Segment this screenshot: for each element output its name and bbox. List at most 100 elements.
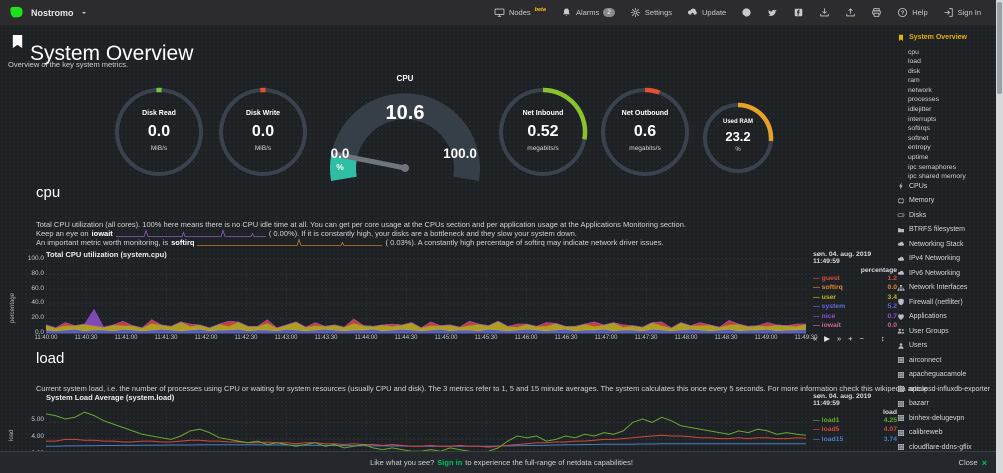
gauge-disk-write[interactable]: Disk Write 0.0 MiB/s	[217, 86, 309, 178]
nav-help[interactable]: ? Help	[897, 7, 928, 18]
gauge-value: 0.6	[633, 123, 657, 140]
sidebar-item-disks[interactable]: Disks	[897, 212, 996, 220]
legend-value: 3.74	[883, 435, 897, 443]
sidebar-item-label: idlejitter	[908, 106, 932, 114]
sidebar-item-firewall-netfilter-[interactable]: Firewall (netfilter)	[897, 299, 996, 307]
text: Keep an eye on	[36, 229, 89, 238]
legend-row-load5[interactable]: — load5 4.07	[813, 425, 897, 434]
sidebar-item-ipv6-networking[interactable]: IPv6 Networking	[897, 270, 996, 278]
nav-github[interactable]	[741, 7, 752, 18]
nav-twitter[interactable]	[767, 7, 778, 18]
nav-nodes[interactable]: Nodes beta	[494, 7, 546, 18]
text: ( 0.00%). If it is constantly high, your…	[268, 229, 577, 238]
sidebar-item-apacheguacamole[interactable]: apacheguacamole	[897, 371, 996, 379]
sidebar-item-applications[interactable]: Applications	[897, 313, 996, 321]
disk-write-ring	[219, 87, 307, 176]
sidebar-item-ram[interactable]: ram	[908, 77, 996, 84]
legend-name: — nice	[813, 312, 836, 320]
legend-name: — softirq	[813, 284, 843, 292]
legend-row-user[interactable]: — user 3.4	[813, 293, 897, 302]
node-switcher[interactable]: Nostromo	[8, 6, 88, 20]
sidebar-item-entropy[interactable]: entropy	[908, 144, 996, 151]
sidebar-item-processes[interactable]: processes	[908, 96, 996, 103]
legend-row-load1[interactable]: — load1 4.25	[813, 416, 897, 425]
sidebar-item-disk[interactable]: disk	[908, 68, 996, 75]
sidebar-item-system-overview[interactable]: System Overview	[897, 34, 996, 42]
nav-download[interactable]	[819, 7, 830, 18]
gauge-net-inbound[interactable]: Net Inbound 0.52 megabits/s	[497, 86, 589, 178]
forward-icon[interactable]: »	[836, 334, 842, 343]
zoom-out-icon[interactable]: −	[859, 334, 864, 343]
sidebar-item-label: disk	[908, 67, 921, 75]
sidebar-item-apcupsd-influxdb-exporter[interactable]: apcupsd-influxdb-exporter	[897, 386, 996, 394]
sidebar-item-network-interfaces[interactable]: Network Interfaces	[897, 284, 996, 292]
nav-update[interactable]: Update	[687, 7, 726, 18]
x-axis-tick: 11:48:00	[674, 335, 698, 341]
page-scrollbar[interactable]	[996, 0, 1003, 473]
sidebar-item-cpu[interactable]: cpu	[908, 49, 996, 56]
sidebar-item-ipc-semaphores[interactable]: ipc semaphores	[908, 164, 996, 171]
sidebar-item-softnet[interactable]: softnet	[908, 135, 996, 142]
sidebar-item-airconnect[interactable]: airconnect	[897, 357, 996, 365]
sidebar-item-uptime[interactable]: uptime	[908, 154, 996, 161]
cpu-chart-plot[interactable]	[46, 258, 806, 334]
nav-sign-in[interactable]: Sign In	[943, 7, 981, 18]
legend-name: — load1	[813, 417, 840, 424]
hdd-icon	[897, 213, 905, 218]
memory-icon	[897, 197, 905, 204]
legend-row-nice[interactable]: — nice 0.7	[813, 312, 897, 321]
signin-link[interactable]: Sign in	[437, 458, 463, 467]
sidebar-item-label: CPUs	[909, 182, 928, 190]
legend-name: — guest	[813, 275, 840, 282]
legend-row-system[interactable]: — system 5.2	[813, 302, 897, 311]
nav-alarms[interactable]: Alarms 2	[561, 7, 615, 18]
scrollbar-thumb[interactable]	[997, 2, 1002, 94]
legend-row-iowait[interactable]: — iowait 0.0	[813, 321, 897, 330]
nav-upload[interactable]	[845, 7, 856, 18]
sidebar-item-idlejitter[interactable]: idlejitter	[908, 106, 996, 113]
sidebar-item-networking-stack[interactable]: Networking Stack	[897, 241, 996, 249]
chart-date: søn. 04. aug. 2019	[813, 251, 872, 258]
hostname: Nostromo	[31, 7, 74, 18]
x-axis-tick: 11:41:00	[114, 335, 138, 341]
legend-row-softirq[interactable]: — softirq 0.0	[813, 283, 897, 292]
signin-icon	[943, 8, 953, 17]
load-chart-legend: søn. 04. aug. 2019 11:49:59 load — load1 4.2…	[813, 393, 897, 444]
resize-icon[interactable]: ↕	[880, 334, 885, 343]
sidebar-item-memory[interactable]: Memory	[897, 197, 996, 205]
sidebar-item-label: airconnect	[909, 356, 942, 364]
legend-row-guest[interactable]: — guest 1.2	[813, 274, 897, 283]
legend-value: 0.0	[887, 322, 897, 330]
gauge-used-ram[interactable]: Used RAM 23.2 %	[701, 101, 775, 175]
play-icon[interactable]: ▶	[824, 334, 830, 343]
zoom-in-icon[interactable]: +	[848, 334, 853, 343]
sidebar-item-cpus[interactable]: CPUs	[897, 182, 996, 191]
backward-icon[interactable]: «	[813, 334, 818, 343]
sidebar-item-ipc-shared-memory[interactable]: ipc shared memory	[908, 173, 996, 180]
gauge-cpu[interactable]: CPU 10.6 0.0 100.0 %	[320, 74, 490, 184]
nav-settings[interactable]: Settings	[630, 7, 672, 18]
cpu-chart-toolbar: « ▶ » + − ↕	[813, 334, 885, 343]
sidebar-item-btrfs-filesystem[interactable]: BTRFS filesystem	[897, 226, 996, 234]
sidebar-item-users[interactable]: Users	[897, 342, 996, 350]
close-banner-button[interactable]: Close ×	[959, 458, 987, 468]
gauge-net-outbound[interactable]: Net Outbound 0.6 megabits/s	[599, 86, 691, 178]
sidebar-item-user-groups[interactable]: User Groups	[897, 328, 996, 336]
sidebar-item-bazarr[interactable]: bazarr	[897, 400, 996, 408]
nav-facebook[interactable]	[793, 7, 804, 18]
gear-icon	[630, 7, 641, 18]
sidebar-item-ipv4-networking[interactable]: IPv4 Networking	[897, 255, 996, 263]
x-axis-tick: 11:43:30	[314, 335, 338, 341]
text: An important metric worth monitoring, is	[36, 238, 169, 247]
sidebar-item-calibreweb[interactable]: calibreweb	[897, 429, 996, 437]
sidebar-item-interrupts[interactable]: interrupts	[908, 116, 996, 123]
nav-printer[interactable]	[871, 7, 882, 18]
sidebar-item-softirqs[interactable]: softirqs	[908, 125, 996, 132]
sidebar-item-network[interactable]: network	[908, 87, 996, 94]
gauge-disk-read[interactable]: Disk Read 0.0 MiB/s	[113, 86, 205, 178]
gauge-unit: %	[336, 162, 344, 172]
sidebar-item-cloudflare-ddns-gflix[interactable]: cloudflare-ddns-gflix	[897, 444, 996, 452]
sidebar-item-binhex-delugevpn[interactable]: binhex-delugevpn	[897, 415, 996, 423]
sidebar-item-load[interactable]: load	[908, 58, 996, 65]
legend-row-load15[interactable]: — load15 3.74	[813, 435, 897, 444]
